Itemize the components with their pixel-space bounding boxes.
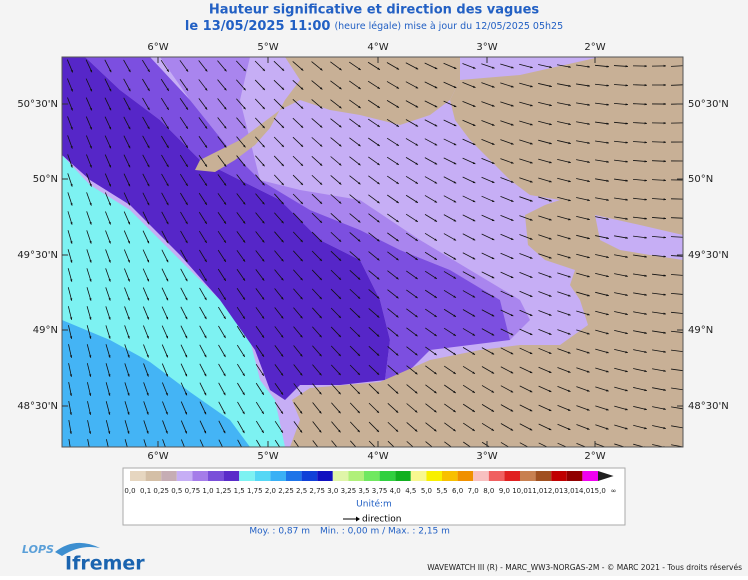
colorbar-label: 3,0 [327, 487, 338, 495]
color-swatch [161, 471, 177, 481]
color-swatch [536, 471, 552, 481]
map-fill [62, 57, 685, 453]
logo-lops: LOPS [22, 543, 54, 556]
legend-unit: Unité:m [356, 499, 392, 510]
lon-label-top: 2°W [584, 42, 605, 53]
lon-label-top: 5°W [257, 42, 278, 53]
color-swatch [473, 471, 489, 481]
lat-label-left: 48°30'N [17, 401, 58, 412]
color-swatch [442, 471, 458, 481]
date: le 13/05/2025 11:00 [185, 19, 331, 34]
color-swatch [177, 471, 193, 481]
colorbar-label: ∞ [611, 487, 617, 495]
colorbar-label: 6,0 [452, 487, 463, 495]
colorbar-label: 15,0 [590, 487, 606, 495]
subtitle: le 13/05/2025 11:00(heure légale) mise à… [185, 19, 563, 34]
colorbar-label: 11,0 [528, 487, 544, 495]
lat-label-right: 48°30'N [688, 401, 729, 412]
color-swatch [192, 471, 208, 481]
colorbar-label: 2,75 [309, 487, 325, 495]
lat-label-left: 49°30'N [17, 250, 58, 261]
color-swatch [458, 471, 474, 481]
title: Hauteur significative et direction des v… [209, 3, 540, 18]
color-swatch [208, 471, 224, 481]
color-swatch [551, 471, 567, 481]
lat-label-right: 49°30'N [688, 250, 729, 261]
colorbar-label: 5,5 [436, 487, 447, 495]
update: (heure légale) mise à jour du 12/05/2025… [334, 21, 563, 32]
lon-label-bottom: 2°W [584, 451, 605, 462]
stat-range: Min. : 0,00 m / Max. : 2,15 m [320, 527, 450, 537]
map [62, 57, 685, 453]
color-swatch [380, 471, 396, 481]
color-swatch [239, 471, 255, 481]
colorbar-label: 2,5 [296, 487, 307, 495]
color-swatch [286, 471, 302, 481]
lat-label-left: 50°N [33, 174, 58, 185]
color-swatch [224, 471, 240, 481]
color-swatch [504, 471, 520, 481]
colorbar-label: 2,25 [278, 487, 294, 495]
colorbar-label: 14,0 [575, 487, 591, 495]
colorbar-label: 8,0 [483, 487, 494, 495]
color-swatch [146, 471, 162, 481]
lon-label-bottom: 5°W [257, 451, 278, 462]
colorbar-label: 12,0 [543, 487, 559, 495]
colorbar-label: 0,0 [124, 487, 135, 495]
stat-mean: Moy. : 0,87 m [249, 527, 310, 537]
lon-label-bottom: 4°W [367, 451, 388, 462]
credits: WAVEWATCH III (R) - MARC_WW3-NORGAS-2M -… [427, 563, 742, 572]
color-swatch [582, 471, 598, 481]
lat-label-right: 49°N [688, 325, 713, 336]
color-swatch [567, 471, 583, 481]
colorbar-label: 1,0 [202, 487, 213, 495]
colorbar-label: 13,0 [559, 487, 575, 495]
colorbar-label: 1,5 [234, 487, 245, 495]
color-swatch [520, 471, 536, 481]
colorbar-label: 0,1 [140, 487, 151, 495]
colorbar-label: 0,5 [171, 487, 182, 495]
colorbar-label: 1,25 [216, 487, 232, 495]
color-swatch [333, 471, 349, 481]
colorbar-label: 4,0 [390, 487, 401, 495]
lon-label-top: 3°W [476, 42, 497, 53]
lon-label-bottom: 6°W [147, 451, 168, 462]
color-swatch [270, 471, 286, 481]
lat-label-right: 50°N [688, 174, 713, 185]
colorbar-label: 9,0 [499, 487, 510, 495]
colorbar-label: 3,5 [358, 487, 369, 495]
color-swatch [130, 471, 146, 481]
lon-label-bottom: 3°W [476, 451, 497, 462]
color-swatch [395, 471, 411, 481]
colorbar-label: 4,5 [405, 487, 416, 495]
lat-label-left: 50°30'N [17, 99, 58, 110]
color-swatch [302, 471, 318, 481]
colorbar-label: 5,0 [421, 487, 432, 495]
lon-label-top: 4°W [367, 42, 388, 53]
color-swatch [364, 471, 380, 481]
color-swatch [255, 471, 271, 481]
color-swatch [348, 471, 364, 481]
logo-ifremer: Ifremer [65, 553, 145, 575]
color-swatch [317, 471, 333, 481]
colorbar-label: 0,25 [153, 487, 169, 495]
colorbar-label: 3,75 [372, 487, 388, 495]
color-swatch [411, 471, 427, 481]
color-swatch [489, 471, 505, 481]
lat-label-left: 49°N [33, 325, 58, 336]
colorbar-label: 0,75 [185, 487, 201, 495]
colorbar-label: 10,0 [512, 487, 528, 495]
legend-direction: direction [362, 515, 401, 525]
lat-label-right: 50°30'N [688, 99, 729, 110]
colorbar-label: 7,0 [468, 487, 479, 495]
lon-label-top: 6°W [147, 42, 168, 53]
colorbar-label: 2,0 [265, 487, 276, 495]
color-swatch [426, 471, 442, 481]
colorbar-label: 3,25 [341, 487, 357, 495]
colorbar-label: 1,75 [247, 487, 263, 495]
